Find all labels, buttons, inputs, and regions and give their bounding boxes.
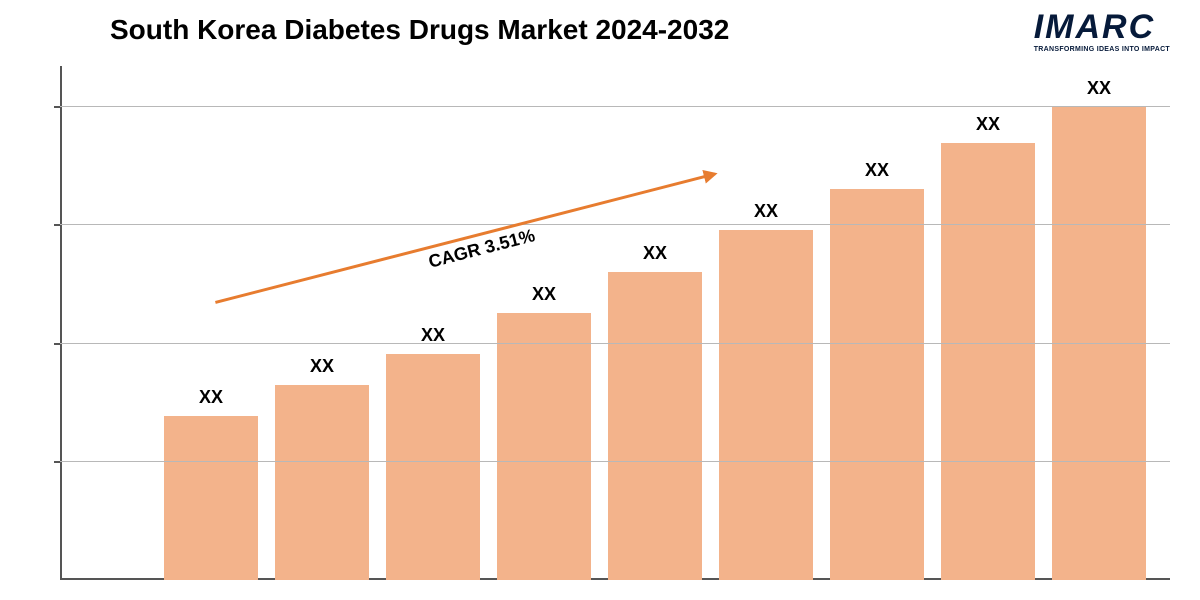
chart-title: South Korea Diabetes Drugs Market 2024-2…	[110, 14, 729, 46]
brand-logo: IMARC TRANSFORMING IDEAS INTO IMPACT	[1034, 10, 1170, 53]
brand-logo-tagline: TRANSFORMING IDEAS INTO IMPACT	[1034, 46, 1170, 53]
cagr-arrow-icon	[60, 66, 1170, 580]
brand-logo-text: IMARC	[1034, 10, 1170, 44]
chart-plot-area: XXXXXXXXXXXXXXXXXX CAGR 3.51%	[60, 66, 1170, 580]
